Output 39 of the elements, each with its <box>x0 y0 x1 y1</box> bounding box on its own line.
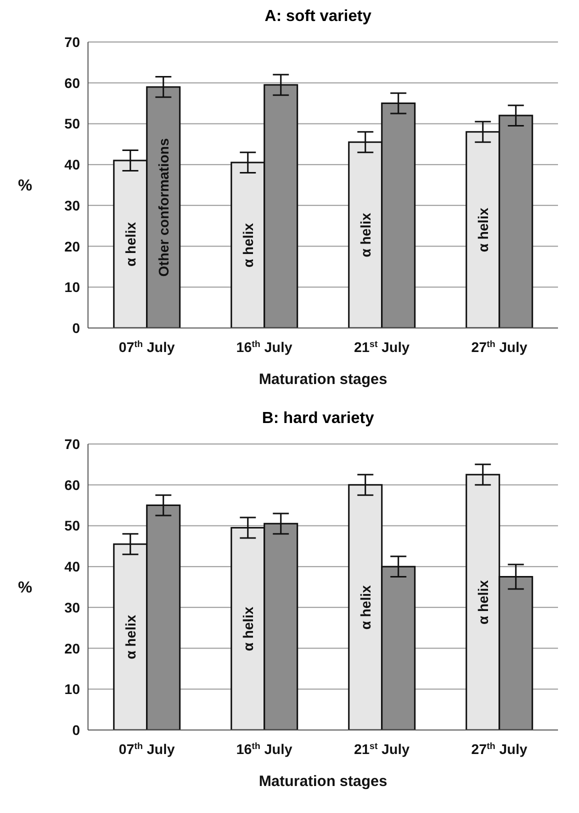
x-tick-label: 07$^{th}$ July <box>118 741 175 757</box>
data-label: Other conformations <box>155 138 172 277</box>
data-label: α helix <box>357 212 374 258</box>
x-tick-label: 16$^{th}$ July <box>236 741 292 757</box>
y-tick-label: 30 <box>64 599 80 616</box>
y-tick-label: 20 <box>64 238 80 254</box>
data-label: α helix <box>122 614 138 660</box>
x-tick-label: 16$^{th}$ July <box>236 339 292 355</box>
y-tick-label: 20 <box>64 640 80 656</box>
y-tick-label: 60 <box>64 74 80 91</box>
y-tick-label: 40 <box>64 156 80 173</box>
x-tick-label: 07$^{th}$ July <box>118 339 175 355</box>
y-tick-label: 60 <box>64 476 80 493</box>
chart-title: A: soft variety <box>264 8 372 27</box>
x-axis-title: Maturation stages <box>258 773 388 790</box>
y-tick-label: 40 <box>64 558 80 575</box>
y-axis-title: % <box>18 178 32 195</box>
x-tick-label: 21$^{st}$ July <box>354 339 410 355</box>
data-label: α helix <box>474 208 491 252</box>
x-tick-label: 21$^{st}$ July <box>354 741 410 757</box>
y-tick-label: 30 <box>64 197 80 214</box>
data-label: α helix <box>122 222 138 266</box>
data-label: α helix <box>357 585 374 630</box>
y-tick-label: 0 <box>72 722 80 738</box>
data-label: α helix <box>240 222 256 268</box>
chart-title: B: hard variety <box>260 410 376 429</box>
data-label: α helix <box>240 606 256 652</box>
y-axis-title: % <box>18 580 32 597</box>
y-tick-label: 70 <box>64 436 80 452</box>
y-tick-label: 10 <box>64 279 80 296</box>
y-tick-label: 10 <box>64 681 80 698</box>
y-tick-label: 0 <box>72 320 80 336</box>
x-axis-title: Maturation stages <box>258 371 388 388</box>
y-tick-label: 50 <box>64 518 80 534</box>
y-tick-label: 50 <box>64 116 80 132</box>
x-tick-label: 27$^{th}$ July <box>471 741 528 757</box>
y-tick-label: 70 <box>64 34 80 50</box>
data-label: α helix <box>474 580 491 625</box>
x-tick-label: 27$^{th}$ July <box>471 339 528 355</box>
